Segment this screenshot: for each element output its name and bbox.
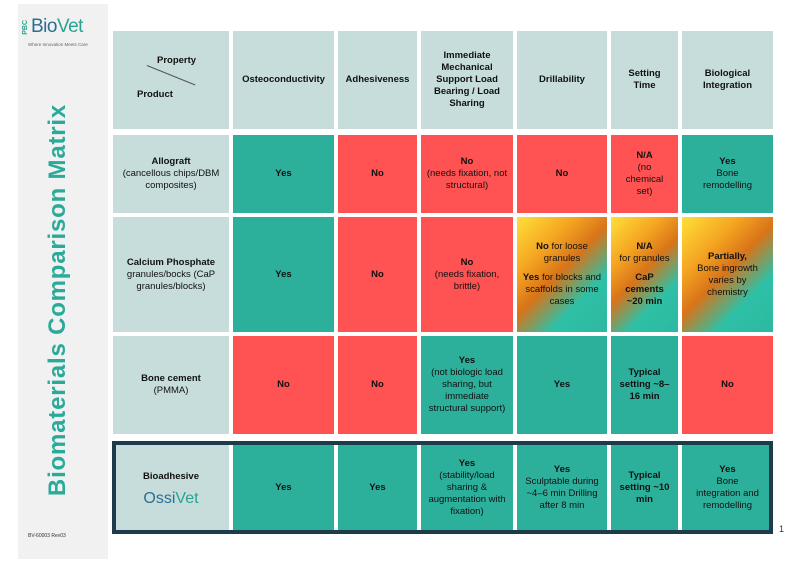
product-name: Bioadhesive xyxy=(143,470,199,482)
header-setting-time: Setting Time xyxy=(611,31,678,129)
logo-tagline: Where Innovation Meets Care xyxy=(28,42,88,47)
product-name: Calcium Phosphate xyxy=(126,256,216,268)
cell-note: for granules xyxy=(619,253,670,264)
product-description: (cancellous chips/DBM composites) xyxy=(122,168,220,191)
cell-value: Yes xyxy=(719,463,736,475)
header-adhesiveness: Adhesiveness xyxy=(338,31,417,129)
cement-bio-cell: No xyxy=(682,336,773,434)
product-bone-cement: Bone cement (PMMA) xyxy=(113,336,229,434)
cell-value-bold: Yes xyxy=(522,272,540,283)
cell-note: (needs fixation, brittle) xyxy=(434,268,500,292)
cap-setting-cell: N/A for granules CaP cements ~20 min xyxy=(611,217,678,332)
cap-osteo-cell: Yes xyxy=(233,217,334,332)
document-id: BV-60003 Rev03 xyxy=(28,533,66,539)
sidebar: PBC BioVet Where Innovation Meets Care B… xyxy=(18,4,108,559)
cell-value-b: CaP cements ~20 min xyxy=(625,272,664,307)
cell-value: N/A xyxy=(636,150,653,161)
ossivet-logo: OssiVet xyxy=(143,489,199,507)
cell-value-bold: No xyxy=(536,241,549,252)
cap-adhesive-cell: No xyxy=(338,217,417,332)
bioadhesive-osteo-cell: Yes xyxy=(233,444,334,531)
cement-drill-cell: Yes xyxy=(517,336,607,434)
logo-vet: Vet xyxy=(56,16,83,37)
header-mechanical-support: Immediate Mechanical Support Load Bearin… xyxy=(421,31,513,129)
bioadhesive-bio-cell: Yes Bone integration and remodelling xyxy=(682,444,773,531)
cell-note: Bone integration and remodelling xyxy=(696,475,759,511)
cement-setting-cell: Typical setting ~8–16 min xyxy=(611,336,678,434)
logo-wordmark: BioVet xyxy=(31,16,83,38)
cell-note: (needs fixation, not structural) xyxy=(426,168,508,191)
product-allograft: Allograft (cancellous chips/DBM composit… xyxy=(113,135,229,213)
cell-note: (stability/load sharing & augmentation w… xyxy=(428,469,506,517)
cap-drill-cell: No for loose granules Yes for blocks and… xyxy=(517,217,607,332)
cell-value: Yes xyxy=(458,355,476,366)
cell-text-b: Yes for blocks and scaffolds in some cas… xyxy=(521,272,603,308)
logo-pbc: PBC xyxy=(22,20,29,35)
cap-bio-cell: Partially, Bone ingrowth varies by chemi… xyxy=(682,217,773,332)
cement-adhesive-cell: No xyxy=(338,336,417,434)
product-description: granules/bocks (CaP granules/blocks) xyxy=(126,268,216,292)
cell-value: No xyxy=(460,156,474,167)
product-calcium-phosphate: Calcium Phosphate granules/bocks (CaP gr… xyxy=(113,217,229,332)
cell-note: (not biologic load sharing, but immediat… xyxy=(428,367,506,414)
allograft-adhesive-cell: No xyxy=(338,135,417,213)
cell-note: for blocks and scaffolds in some cases xyxy=(525,272,602,307)
bioadhesive-support-cell: Yes (stability/load sharing & augmentati… xyxy=(421,444,513,531)
page-title: Biomaterials Comparison Matrix xyxy=(44,103,71,497)
allograft-setting-cell: N/A (no chemical set) xyxy=(611,135,678,213)
header-corner: Property Product xyxy=(113,31,229,129)
cement-support-cell: Yes (not biologic load sharing, but imme… xyxy=(421,336,513,434)
page-number: 1 xyxy=(779,524,785,534)
header-property-label: Property xyxy=(157,55,197,66)
cell-note: Sculptable during ~4–6 min Drilling afte… xyxy=(525,475,599,511)
product-name: Allograft xyxy=(151,156,191,167)
header-product-label: Product xyxy=(137,89,173,100)
bioadhesive-setting-cell: Typical setting ~10 min xyxy=(611,444,678,531)
cell-note: Bone remodelling xyxy=(702,168,753,191)
logo-bio: Bio xyxy=(31,16,57,37)
cell-value: No xyxy=(460,256,474,268)
product-name: Bone cement xyxy=(141,373,201,384)
cell-value: Yes xyxy=(719,156,736,167)
cell-value: Yes xyxy=(553,463,571,475)
cell-value: Yes xyxy=(458,457,476,469)
cell-note: for loose granules xyxy=(543,241,588,264)
header-diagonal xyxy=(146,65,196,86)
logo-ossi: Ossi xyxy=(143,489,176,507)
product-description: (PMMA) xyxy=(153,385,189,396)
cell-note: Bone ingrowth varies by chemistry xyxy=(697,262,758,298)
cement-osteo-cell: No xyxy=(233,336,334,434)
cell-text-a: No for loose granules xyxy=(521,241,603,265)
bioadhesive-drill-cell: Yes Sculptable during ~4–6 min Drilling … xyxy=(517,444,607,531)
cell-value: Partially, xyxy=(708,250,747,262)
bioadhesive-adhesive-cell: Yes xyxy=(338,444,417,531)
header-drillability: Drillability xyxy=(517,31,607,129)
cell-value: N/A xyxy=(636,241,653,252)
header-biological-integration: Biological Integration xyxy=(682,31,773,129)
allograft-osteo-cell: Yes xyxy=(233,135,334,213)
header-osteoconductivity: Osteoconductivity xyxy=(233,31,334,129)
logo-vet: Vet xyxy=(175,489,199,507)
allograft-support-cell: No (needs fixation, not structural) xyxy=(421,135,513,213)
allograft-bio-cell: Yes Bone remodelling xyxy=(682,135,773,213)
cell-note: (no chemical set) xyxy=(625,162,664,197)
product-bioadhesive: Bioadhesive OssiVet xyxy=(113,444,229,531)
cap-support-cell: No (needs fixation, brittle) xyxy=(421,217,513,332)
allograft-drill-cell: No xyxy=(517,135,607,213)
